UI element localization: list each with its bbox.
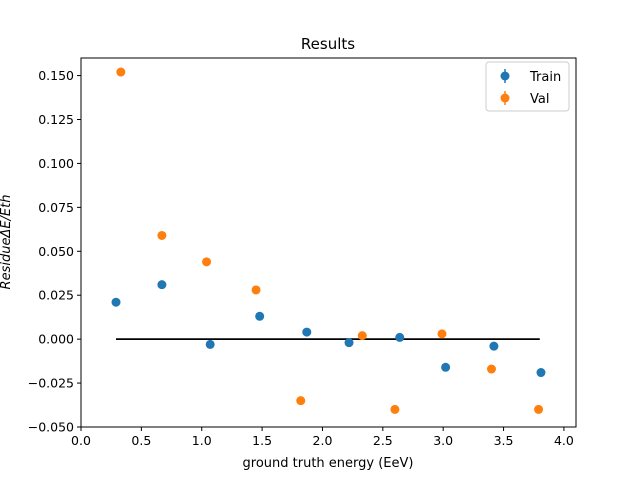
- legend: Train Val: [485, 61, 570, 112]
- y-tick-label-8: 0.150: [38, 68, 74, 83]
- legend-val-marker: [500, 93, 510, 103]
- val-point-2: [202, 257, 212, 267]
- legend-entry-train: Train: [500, 69, 561, 85]
- train-point-0: [111, 297, 121, 307]
- train-point-1: [157, 280, 167, 290]
- val-point-4: [296, 396, 306, 406]
- train-point-7: [441, 362, 451, 372]
- y-tick-label-3: 0.025: [38, 288, 74, 303]
- val-point-7: [437, 329, 447, 339]
- axis-ticks: 0.0 0.5 1.0 1.5 2.0 2.5 3.0 3.5 4.0 −0.050 −0.025 0…: [28, 57, 577, 448]
- x-tick-label-7: 3.5: [494, 433, 514, 448]
- val-point-1: [157, 230, 167, 240]
- val-point-8: [486, 364, 496, 374]
- y-tick-label-7: 0.125: [38, 112, 74, 127]
- val-point-5: [357, 331, 367, 341]
- train-point-6: [395, 332, 405, 342]
- x-tick-label-3: 1.5: [252, 433, 272, 448]
- legend-val-label: Val: [530, 92, 549, 107]
- x-axis-label: ground truth energy (EeV): [243, 456, 414, 471]
- x-tick-label-2: 1.0: [192, 433, 212, 448]
- plot-area: [111, 67, 546, 414]
- y-axis-label-main: Residue: [0, 238, 14, 290]
- val-point-6: [390, 404, 400, 414]
- y-axis-label: ResidueΔE/Eth: [0, 195, 14, 290]
- y-tick-label-4: 0.050: [38, 244, 74, 259]
- axes-frame: [80, 57, 577, 428]
- y-tick-label-1: −0.025: [28, 376, 74, 391]
- y-tick-label-6: 0.100: [38, 156, 74, 171]
- x-tick-label-1: 0.5: [131, 433, 151, 448]
- y-tick-label-2: 0.000: [38, 332, 74, 347]
- val-point-0: [116, 67, 126, 77]
- train-point-4: [302, 327, 312, 337]
- x-tick-label-8: 4.0: [554, 433, 574, 448]
- y-tick-label-0: −0.050: [28, 420, 74, 435]
- train-point-5: [344, 338, 354, 348]
- svg-text:ResidueΔE/Eth: ResidueΔE/Eth: [0, 195, 14, 290]
- x-tick-label-5: 2.5: [373, 433, 393, 448]
- x-tick-label-6: 3.0: [433, 433, 453, 448]
- val-point-9: [534, 404, 544, 414]
- legend-train-label: Train: [529, 70, 561, 85]
- y-tick-label-5: 0.075: [38, 200, 74, 215]
- train-point-3: [255, 311, 265, 321]
- train-point-9: [536, 368, 546, 378]
- train-point-8: [489, 341, 499, 351]
- legend-train-marker: [500, 71, 510, 81]
- train-point-2: [205, 339, 215, 349]
- chart-title: Results: [301, 35, 355, 53]
- val-point-3: [251, 285, 261, 295]
- x-tick-label-0: 0.0: [71, 433, 91, 448]
- legend-entry-val: Val: [500, 91, 549, 107]
- x-tick-label-4: 2.0: [313, 433, 333, 448]
- y-axis-label-sub: ΔE/Eth: [0, 195, 14, 239]
